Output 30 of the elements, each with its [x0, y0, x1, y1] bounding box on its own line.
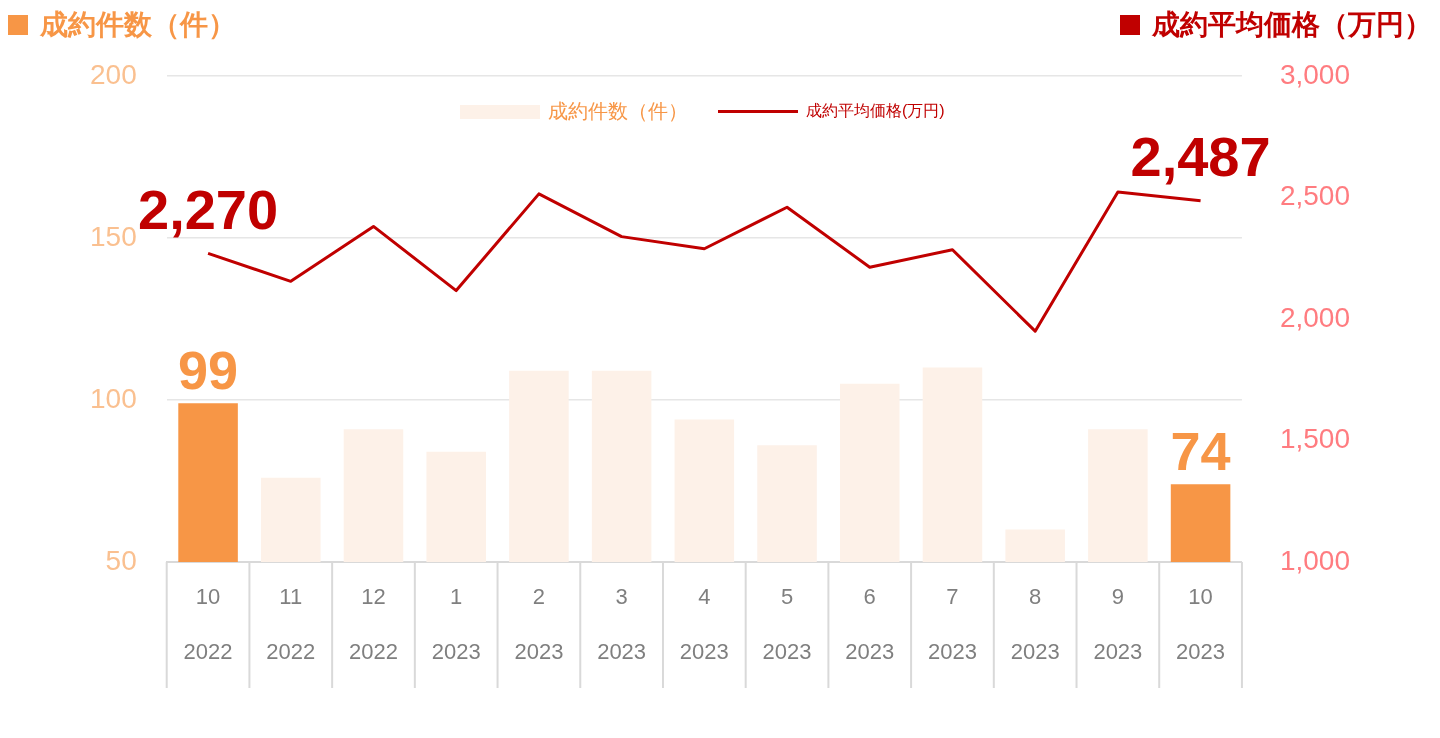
category-label: 10 2023: [1176, 583, 1226, 664]
y2-tick-label: 2,500: [1279, 180, 1351, 212]
legend-label: 成約件数（件）: [548, 99, 688, 124]
category-label: 11 2022: [266, 583, 316, 664]
y-tick-label: 200: [90, 58, 137, 90]
y2-tick-label: 2,000: [1279, 301, 1351, 333]
data-label: 99: [178, 340, 239, 401]
y2-tick-label: 3,000: [1279, 58, 1351, 90]
y-axis-title: 成約件数（件）: [40, 8, 236, 42]
legend-label: 成約平均価格(万円): [806, 101, 945, 121]
data-label: 2,487: [1130, 125, 1271, 189]
y-tick-label: 50: [105, 544, 137, 576]
category-label: 3 2023: [597, 583, 647, 664]
category-label: 10 2022: [183, 583, 233, 664]
category-label: 9 2023: [1093, 583, 1143, 664]
category-label: 8 2023: [1010, 583, 1060, 664]
category-label: 4 2023: [679, 583, 729, 664]
category-label: 12 2022: [349, 583, 398, 664]
category-label: 1 2023: [431, 583, 481, 664]
data-label: 74: [1170, 421, 1231, 482]
y-tick-label: 100: [90, 382, 137, 414]
category-label: 2 2023: [514, 583, 564, 664]
category-label: 6 2023: [845, 583, 895, 664]
data-label: 2,270: [138, 177, 279, 241]
y-tick-label: 150: [90, 220, 137, 252]
category-label: 5 2023: [762, 583, 812, 664]
category-label: 7 2023: [927, 583, 977, 664]
y2-tick-label: 1,000: [1279, 544, 1351, 576]
y2-axis-title: 成約平均価格（万円）: [1152, 8, 1432, 42]
y2-tick-label: 1,500: [1279, 423, 1351, 455]
